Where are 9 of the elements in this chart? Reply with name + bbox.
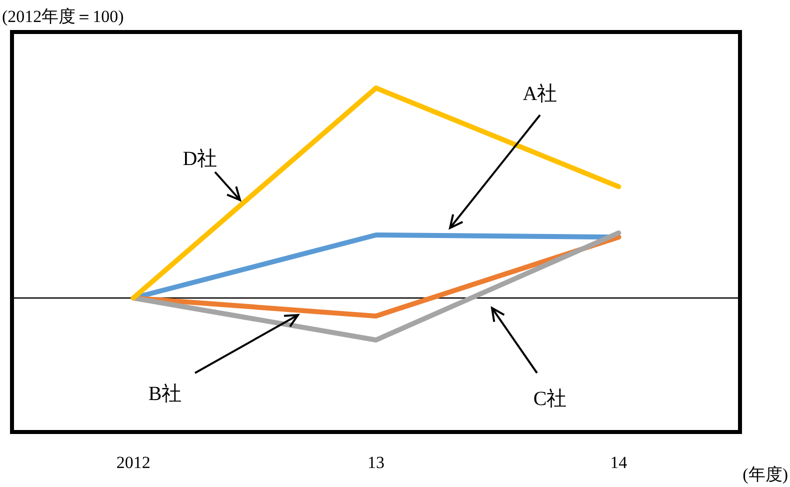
x-tick-label: 2012 (116, 453, 150, 472)
x-tick-label: 13 (368, 453, 384, 472)
y-axis-title: (2012年度＝100) (2, 7, 124, 26)
x-axis-title: (年度) (742, 465, 788, 484)
x-tick-label: 14 (610, 453, 628, 472)
text: D社 (182, 148, 218, 170)
text: C社 (533, 388, 567, 410)
text: B社 (148, 383, 182, 405)
text: A社 (522, 83, 558, 105)
